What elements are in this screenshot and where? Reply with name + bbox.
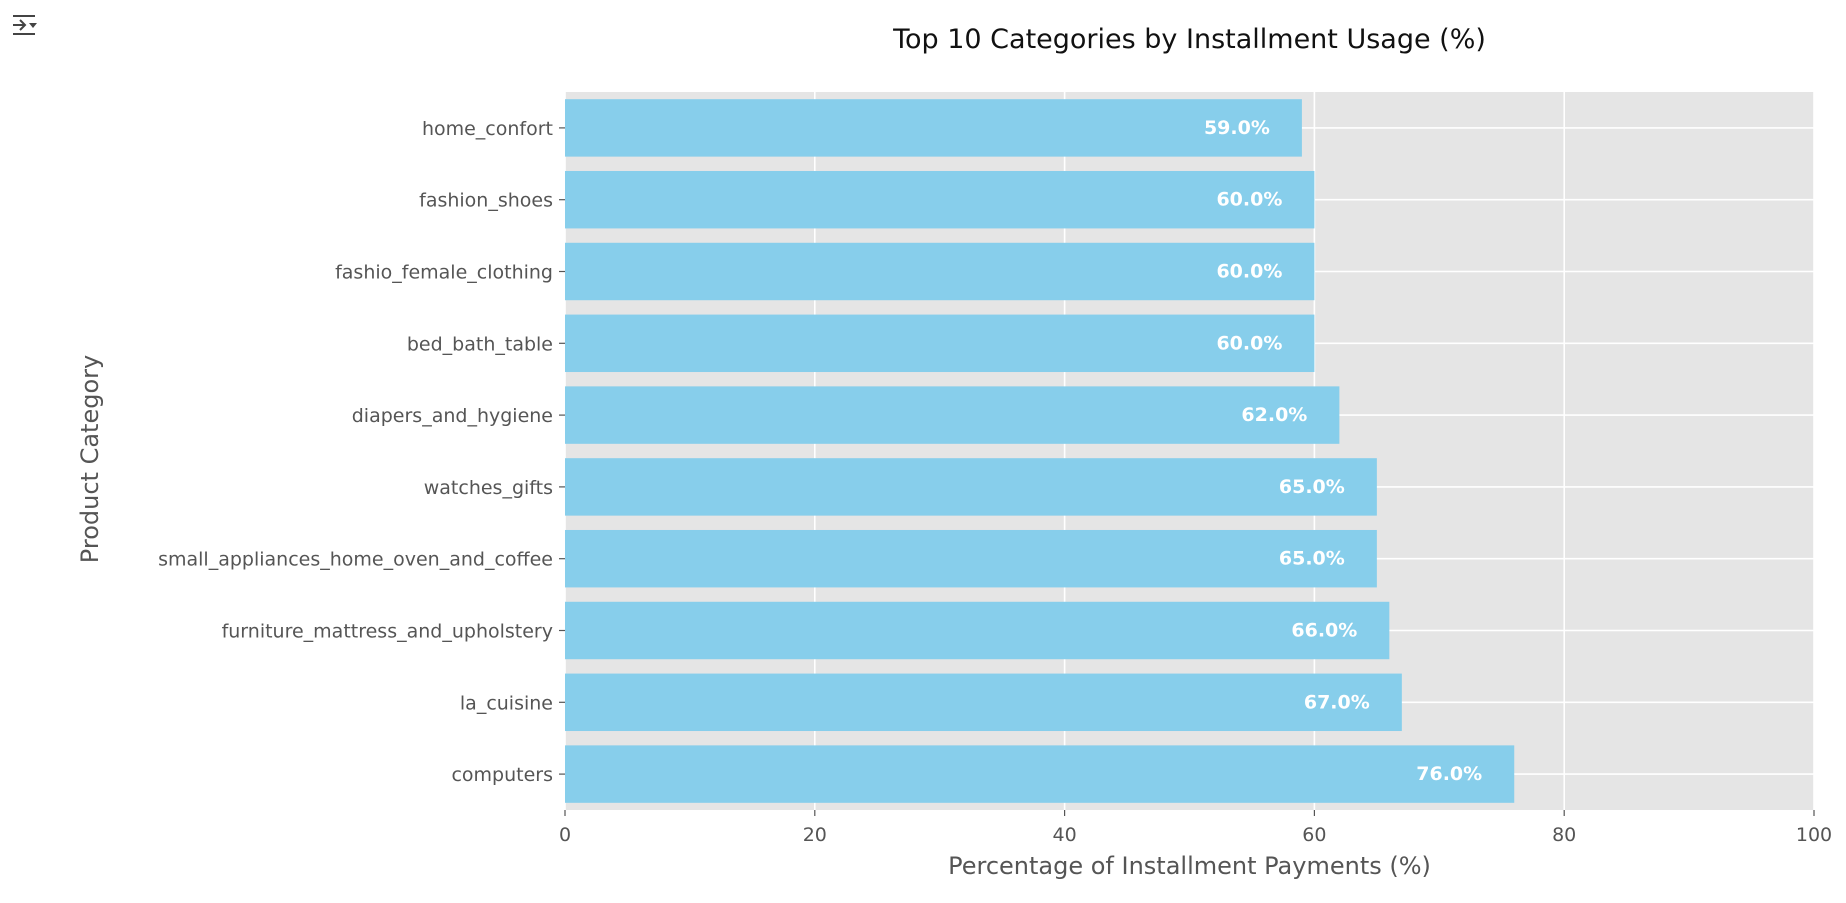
- y-tick-label: fashion_shoes: [419, 190, 553, 212]
- bar-data-label: 67.0%: [1304, 691, 1370, 713]
- bar-data-label: 76.0%: [1416, 763, 1482, 785]
- bars: 59.0% 60.0% 60.0% 60.0% 62.0% 65.0% 65.0% 66.0%…: [565, 99, 1515, 803]
- y-tick-label: small_appliances_home_oven_and_coffee: [158, 549, 553, 571]
- output-settings-icon: [13, 15, 37, 35]
- bar-data-label: 65.0%: [1279, 548, 1345, 570]
- bar-data-label: 66.0%: [1291, 620, 1357, 642]
- bar: [565, 601, 1390, 660]
- y-tick-label: la_cuisine: [460, 692, 553, 714]
- y-tick-label: fashio_female_clothing: [335, 262, 553, 284]
- bar-data-label: 65.0%: [1279, 476, 1345, 498]
- y-tick-label: home_confort: [422, 118, 553, 140]
- y-tick-label: watches_gifts: [424, 477, 553, 499]
- x-tick-label: 80: [1552, 824, 1576, 846]
- y-tick-label: computers: [451, 764, 553, 786]
- x-axis-ticks: 0 20 40 60 80 100: [559, 810, 1832, 846]
- x-tick-label: 40: [1053, 824, 1077, 846]
- bar: [565, 242, 1315, 301]
- y-tick-label: diapers_and_hygiene: [352, 405, 553, 427]
- bar: [565, 314, 1315, 373]
- y-tick-label: furniture_mattress_and_upholstery: [222, 621, 553, 643]
- bar: [565, 99, 1302, 157]
- bar: [565, 673, 1402, 732]
- y-axis-ticks: home_confort fashion_shoes fashio_female_c…: [158, 118, 565, 786]
- x-tick-label: 0: [559, 824, 571, 846]
- chart-title: Top 10 Categories by Installment Usage (…: [892, 24, 1486, 55]
- bar-data-label: 59.0%: [1204, 117, 1270, 139]
- y-tick-label: bed_bath_table: [407, 333, 553, 355]
- x-tick-label: 100: [1796, 824, 1832, 846]
- bar: [565, 745, 1515, 803]
- bar: [565, 170, 1315, 229]
- x-axis-label: Percentage of Installment Payments (%): [948, 852, 1431, 880]
- x-tick-label: 20: [803, 824, 827, 846]
- bar-data-label: 60.0%: [1216, 261, 1282, 283]
- x-tick-label: 60: [1302, 824, 1326, 846]
- y-axis-label: Product Category: [76, 355, 104, 563]
- bar: [565, 386, 1340, 444]
- output-toggle-button[interactable]: [10, 10, 40, 40]
- bar-data-label: 60.0%: [1216, 332, 1282, 354]
- bar-data-label: 62.0%: [1241, 404, 1307, 426]
- bar: [565, 529, 1377, 588]
- bar-data-label: 60.0%: [1216, 189, 1282, 211]
- bar: [565, 458, 1377, 516]
